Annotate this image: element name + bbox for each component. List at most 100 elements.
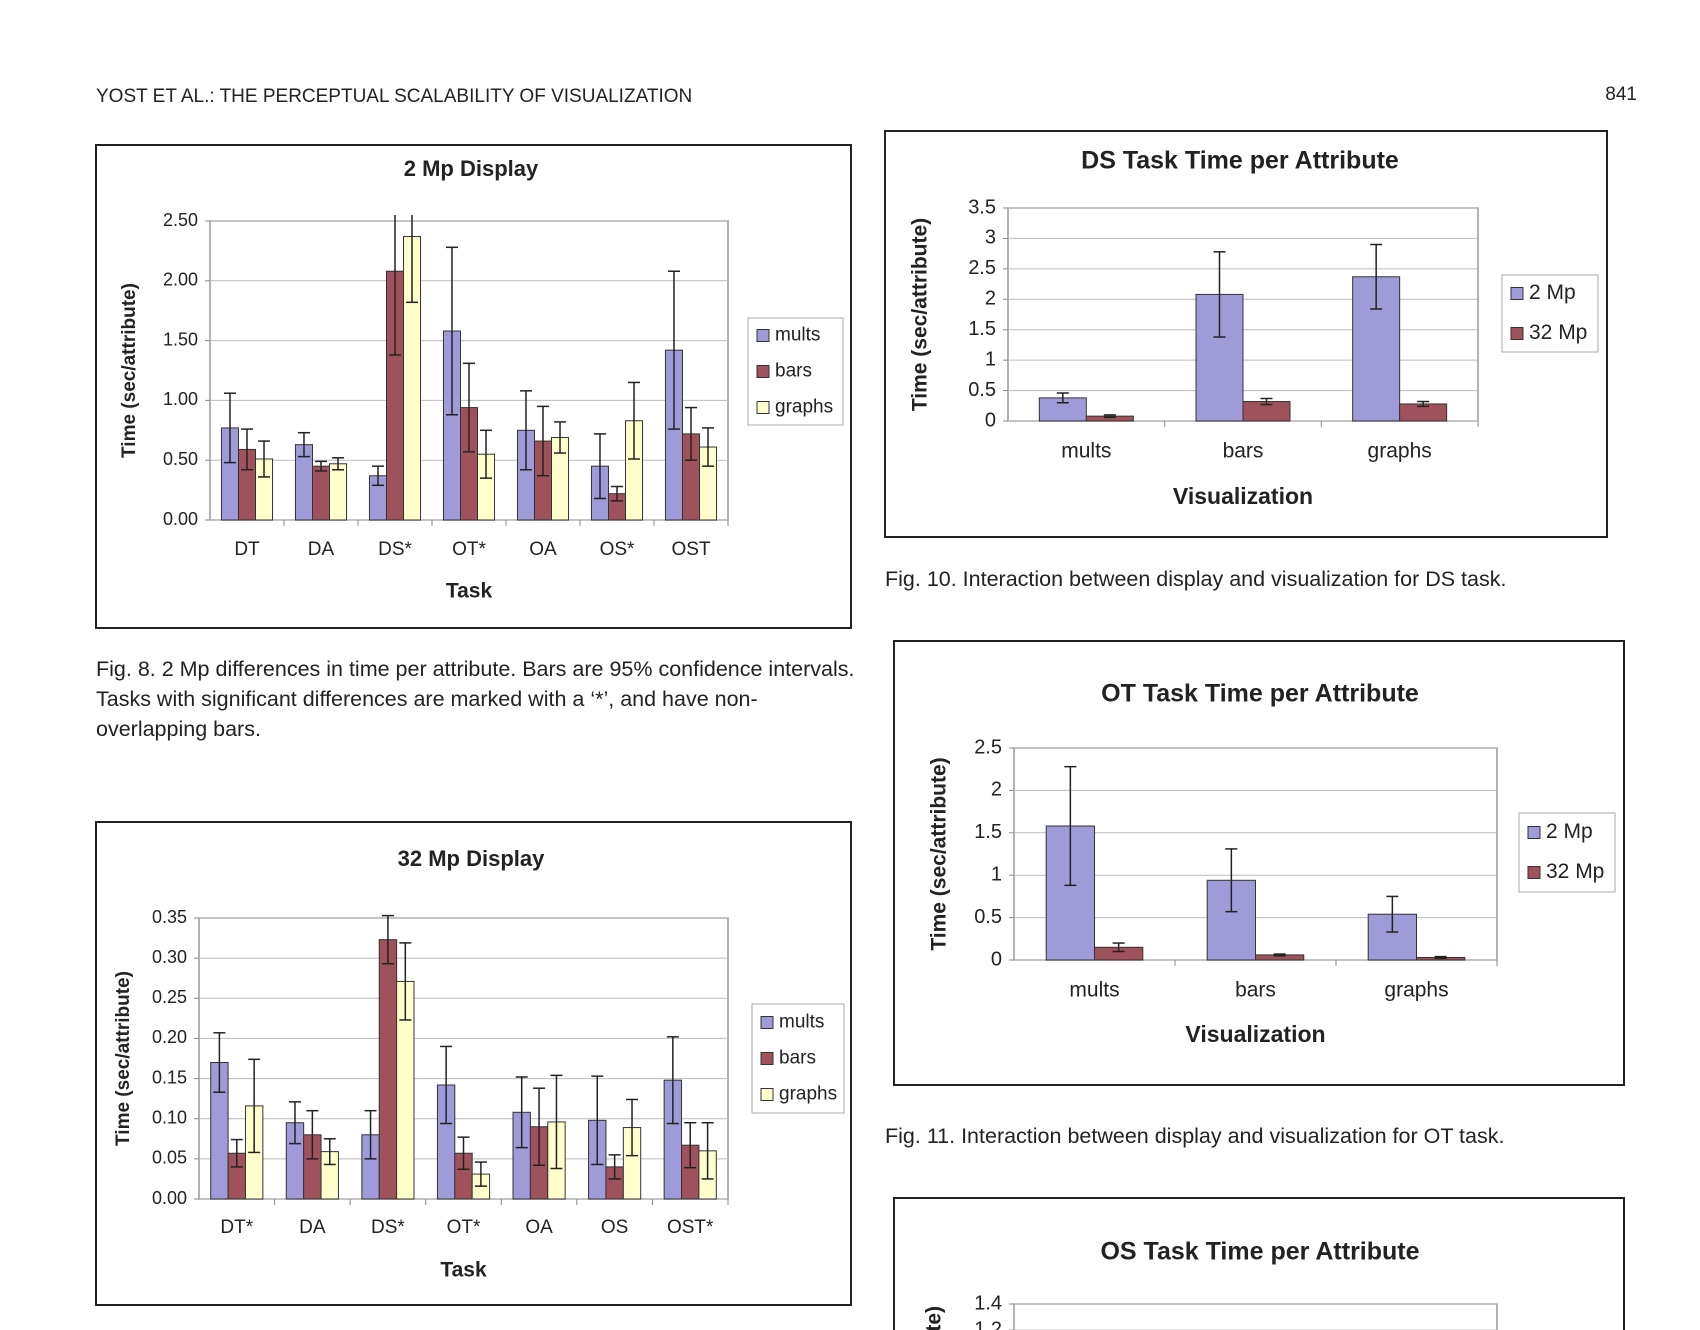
error-bar (306, 1109, 319, 1160)
error-bar (1112, 942, 1125, 953)
error-bar (1273, 953, 1286, 957)
error-bar (480, 429, 493, 479)
chart-title: OS Task Time per Attribute (1100, 1238, 1419, 1266)
bar (378, 939, 398, 1200)
bars (1038, 243, 1448, 422)
legend-label: 32 Mp (1546, 860, 1604, 883)
error-bar (611, 485, 623, 502)
error-bar (406, 215, 419, 304)
error-bar (1386, 895, 1399, 933)
x-tick-label: OS* (600, 539, 635, 560)
x-tick-label: mults (1069, 979, 1119, 1002)
error-bar (702, 427, 715, 467)
error-bar (684, 1121, 697, 1169)
error-bar (1225, 848, 1238, 913)
error-bar (537, 405, 549, 477)
figure-frame (95, 144, 852, 629)
legend-label: 32 Mp (1529, 321, 1587, 344)
caption: Fig. 11. Interaction between display and… (885, 1124, 1505, 1148)
error-bar (389, 215, 401, 356)
error-bar (381, 914, 394, 965)
legend-label: bars (779, 1048, 816, 1069)
y-tick-label: 0.50 (163, 449, 198, 469)
y-tick-label: 0.10 (152, 1107, 187, 1127)
page-number: 841 (1605, 84, 1637, 105)
bars (210, 914, 717, 1200)
caption: Fig. 8. 2 Mp differences in time per att… (96, 657, 855, 741)
chart-title: 2 Mp Display (404, 156, 539, 181)
x-tick-label: OST (671, 539, 710, 560)
x-tick-label: OA (529, 539, 557, 560)
error-bar (364, 1109, 377, 1160)
error-bar (213, 1032, 226, 1093)
error-bar (440, 1045, 453, 1125)
legend-swatch (1510, 287, 1524, 300)
figure-frame (95, 821, 852, 1306)
y-axis-label: Time (sec/attribute) (909, 218, 932, 411)
error-bar (223, 392, 236, 464)
error-bar (701, 1121, 714, 1180)
caption: Fig. 10. Interaction between display and… (885, 567, 1507, 591)
legend-swatch (756, 365, 770, 378)
y-tick-label: 1 (991, 863, 1002, 885)
y-tick-label: 0.00 (152, 1188, 187, 1208)
y-tick-label: 0.15 (152, 1067, 187, 1087)
error-bar (519, 390, 532, 471)
running-title: YOST ET AL.: THE PERCEPTUAL SCALABILITY … (96, 86, 692, 107)
error-bar (554, 421, 567, 454)
bar (311, 465, 331, 521)
y-tick-label: 0.20 (152, 1027, 187, 1047)
legend-swatch (760, 1016, 774, 1029)
error-bar (241, 428, 253, 471)
y-tick-label: 2 (991, 779, 1002, 801)
error-bar (332, 457, 345, 471)
x-tick-label: OA (525, 1217, 553, 1238)
x-tick-label: DA (299, 1217, 326, 1238)
error-bar (463, 362, 475, 453)
x-tick-label: DS* (371, 1217, 405, 1238)
error-bar (248, 1058, 261, 1154)
y-tick-label: 2.5 (968, 257, 996, 279)
error-bar (457, 1136, 470, 1171)
y-tick-label: 1.00 (163, 389, 198, 409)
chart-title: DS Task Time per Attribute (1081, 147, 1399, 175)
error-bar (1056, 392, 1069, 404)
chart-title: OT Task Time per Attribute (1101, 680, 1419, 708)
y-tick-label: 1.2 (974, 1318, 1002, 1330)
y-axis-label: Time (sec/attribute) (119, 283, 140, 458)
x-tick-label: graphs (1384, 979, 1448, 1002)
error-bar (445, 246, 458, 416)
legend-label: 2 Mp (1529, 281, 1576, 304)
y-tick-label: 1.50 (163, 329, 198, 349)
legend-label: graphs (775, 397, 833, 418)
y-tick-label: 1.5 (974, 821, 1002, 843)
figure-frame (893, 1197, 1625, 1330)
plot-area (1013, 1303, 1498, 1330)
legend-label: mults (775, 325, 820, 346)
error-bar (258, 440, 271, 478)
y-tick-label: 0.25 (152, 987, 187, 1007)
legend-swatch (760, 1052, 774, 1065)
error-bar (315, 460, 327, 472)
y-tick-label: 0.30 (152, 947, 187, 967)
x-tick-label: OST* (667, 1217, 714, 1238)
error-bar (667, 270, 680, 430)
legend-swatch (1510, 327, 1524, 340)
error-bar (608, 1154, 621, 1180)
y-tick-label: 1.4 (974, 1292, 1002, 1314)
legend-label: 2 Mp (1546, 820, 1593, 843)
legend-swatch (1527, 866, 1541, 879)
y-tick-label: 0 (991, 948, 1002, 970)
legend-swatch (756, 329, 770, 342)
x-tick-label: bars (1223, 440, 1264, 463)
x-tick-label: OT* (452, 539, 486, 560)
y-tick-label: 0.5 (968, 379, 996, 401)
error-bar (628, 381, 641, 460)
y-axis-label: te) (923, 1306, 946, 1330)
y-tick-label: 0 (985, 409, 996, 431)
y-tick-label: 3.5 (968, 196, 996, 218)
bars (220, 215, 718, 521)
x-tick-label: DA (308, 539, 335, 560)
